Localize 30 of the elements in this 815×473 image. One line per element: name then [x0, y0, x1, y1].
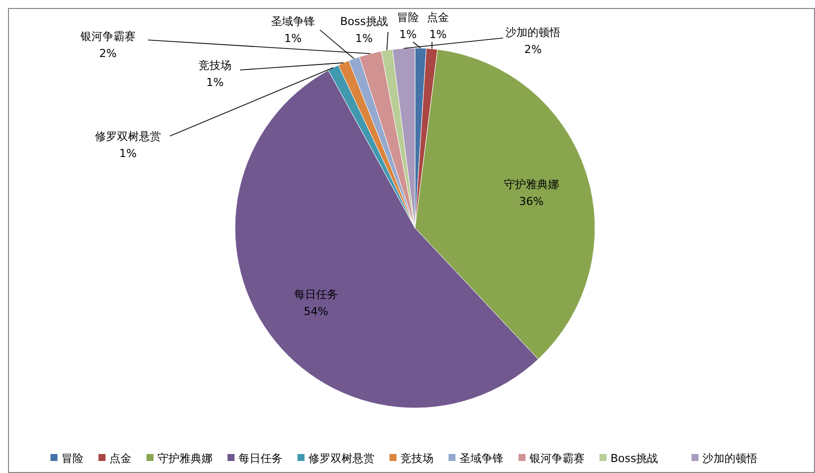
- legend-label: 银河争霸赛: [528, 452, 584, 465]
- slice-label: 每日任务: [294, 288, 338, 301]
- data-label: 2%: [524, 43, 542, 56]
- legend-label: 竞技场: [400, 452, 434, 465]
- legend-label: 守护雅典娜: [158, 452, 212, 465]
- data-label: 1%: [119, 147, 137, 160]
- legend-label: 点金: [110, 452, 132, 465]
- data-label: 1%: [429, 28, 447, 41]
- slice-label: 银河争霸赛: [80, 30, 136, 43]
- slice-label: 沙加的顿悟: [506, 26, 560, 39]
- legend-label: 每日任务: [238, 452, 282, 465]
- slice-label: 点金: [427, 11, 449, 24]
- data-label: 54%: [304, 304, 328, 318]
- legend-label: 圣域争锋: [460, 452, 504, 465]
- slice-label: 竞技场: [198, 59, 232, 72]
- slice-label: 圣域争锋: [271, 15, 315, 28]
- legend-label: 修罗双树悬赏: [308, 452, 374, 465]
- data-label: 1%: [399, 28, 417, 41]
- slice-label: Boss挑战: [340, 15, 388, 28]
- data-label: 36%: [519, 195, 544, 208]
- legend-label: 沙加的顿悟: [702, 452, 758, 465]
- slice-label: 守护雅典娜: [504, 178, 559, 192]
- slice-label: 冒险: [397, 11, 419, 24]
- data-label: 1%: [355, 32, 373, 45]
- slice-label: 修罗双树悬赏: [95, 130, 161, 143]
- legend-label: Boss挑战: [610, 452, 658, 465]
- data-label: 1%: [284, 32, 302, 45]
- legend-label: 冒险: [62, 452, 84, 465]
- data-label: 1%: [206, 76, 224, 89]
- data-label: 2%: [99, 47, 117, 60]
